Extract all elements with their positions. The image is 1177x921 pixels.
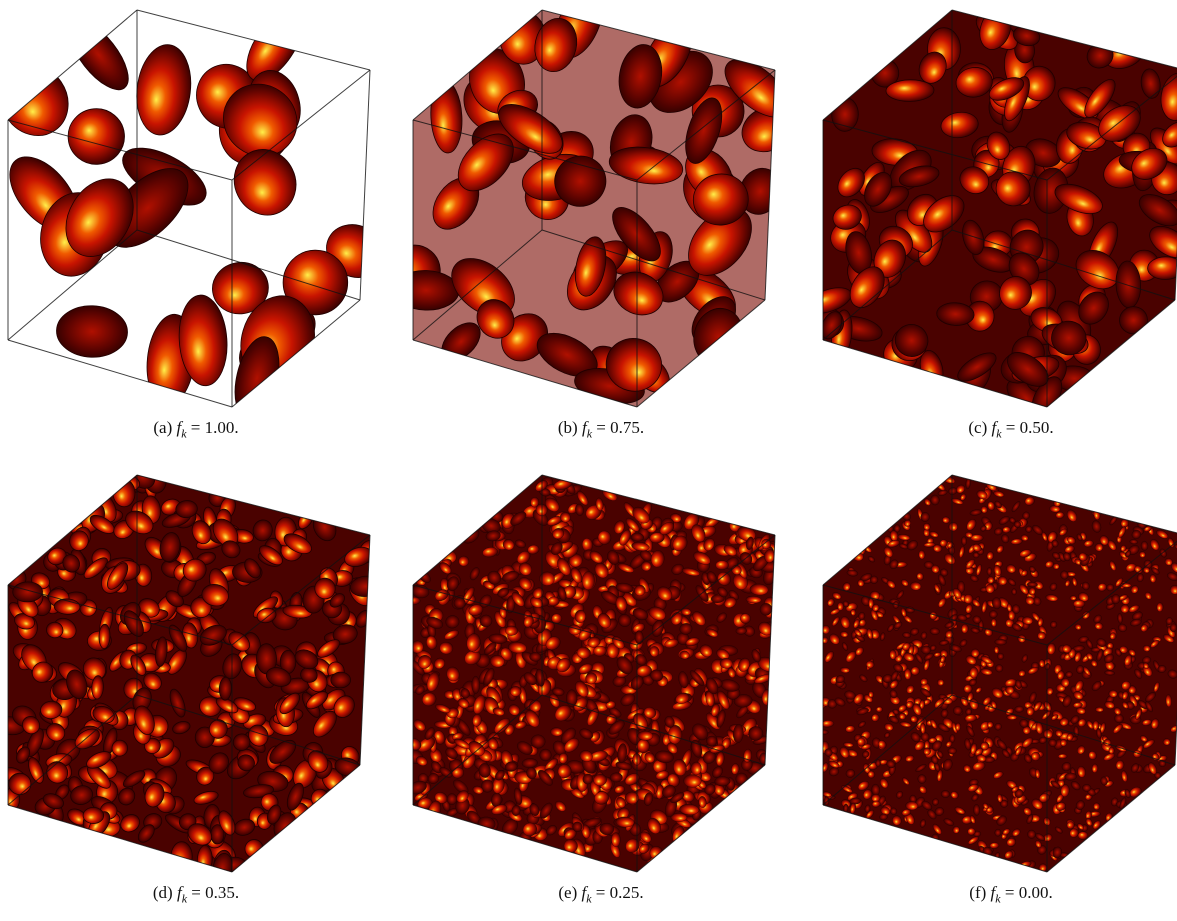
structure: [1014, 521, 1021, 528]
caption-operator: =: [1006, 418, 1016, 437]
structure: [472, 676, 480, 694]
caption-subscript: k: [586, 891, 591, 905]
volume: [815, 4, 1177, 412]
caption-subscript: k: [182, 891, 187, 905]
caption-value: 0.00.: [1019, 883, 1053, 902]
structure: [132, 41, 196, 138]
structure: [1014, 706, 1024, 713]
caption-label: (d): [153, 883, 173, 902]
volume: [405, 474, 784, 872]
render: [0, 465, 392, 877]
structure: [9, 773, 31, 794]
caption-value: 1.00.: [205, 418, 239, 437]
structure: [1002, 526, 1011, 533]
structure: [13, 582, 43, 603]
structure: [505, 626, 517, 636]
volume: [0, 2, 392, 412]
structure: [611, 833, 620, 847]
structure: [875, 759, 880, 767]
caption-operator: =: [191, 418, 201, 437]
render: [405, 0, 797, 412]
caption-subscript: k: [996, 426, 1001, 440]
caption-operator: =: [596, 883, 606, 902]
structure: [899, 713, 906, 720]
caption-value: 0.25.: [610, 883, 644, 902]
caption-value: 0.75.: [610, 418, 644, 437]
render: [815, 465, 1177, 877]
structure: [961, 536, 967, 545]
structure: [994, 646, 999, 654]
caption-subscript: k: [587, 426, 592, 440]
structure: [1070, 596, 1076, 601]
structure: [819, 730, 828, 735]
structure: [1053, 563, 1060, 569]
structure: [987, 567, 992, 575]
volume: [0, 465, 382, 877]
caption: (e) fk = 0.25.: [405, 883, 797, 906]
structure: [761, 539, 771, 549]
structure: [991, 618, 997, 626]
structure: [641, 561, 651, 571]
structure: [650, 646, 660, 657]
render: [405, 465, 797, 877]
structure: [459, 556, 470, 566]
caption-value: 0.35.: [205, 883, 239, 902]
structure: [1170, 624, 1177, 632]
structure: [59, 11, 139, 99]
cube-edge: [360, 70, 370, 300]
caption-operator: =: [191, 883, 201, 902]
structure: [990, 842, 1000, 849]
structure: [987, 721, 993, 728]
caption-label: (f): [969, 883, 986, 902]
subfigure: (e) fk = 0.25.: [405, 465, 797, 921]
caption: (a) fk = 1.00.: [0, 418, 392, 441]
caption-label: (b): [558, 418, 578, 437]
structure: [447, 793, 457, 805]
structure: [683, 774, 701, 787]
structure: [1012, 588, 1017, 595]
structure: [876, 707, 883, 713]
structure: [112, 740, 128, 756]
caption-subscript: k: [181, 426, 186, 440]
render: [0, 0, 392, 412]
caption-operator: =: [1005, 883, 1015, 902]
caption: (f) fk = 0.00.: [815, 883, 1177, 906]
subfigure: (f) fk = 0.00.: [815, 465, 1177, 921]
structure: [886, 79, 934, 101]
structure: [1093, 803, 1100, 810]
volume: [818, 475, 1177, 873]
render: [815, 0, 1177, 412]
caption: (d) fk = 0.35.: [0, 883, 392, 906]
structure: [1029, 587, 1036, 595]
structure: [331, 672, 351, 688]
structure: [937, 679, 944, 686]
volume: [405, 0, 797, 409]
subfigure: (b) fk = 0.75.: [405, 0, 797, 456]
caption-label: (a): [153, 418, 172, 437]
subfigure: (a) fk = 1.00.: [0, 0, 392, 456]
structure: [838, 602, 844, 610]
structure: [83, 807, 104, 823]
caption-subscript: k: [995, 891, 1000, 905]
structure: [66, 106, 127, 166]
caption-label: (e): [558, 883, 577, 902]
structure: [868, 691, 873, 698]
caption-label: (c): [968, 418, 987, 437]
caption-value: 0.50.: [1020, 418, 1054, 437]
subfigure: (d) fk = 0.35.: [0, 465, 392, 921]
subfigure: (c) fk = 0.50.: [815, 0, 1177, 456]
page: (a) fk = 1.00. (b) fk = 0.75. (c) fk = 0.5…: [0, 0, 1177, 912]
structure: [715, 776, 731, 786]
structure: [637, 731, 653, 741]
structure: [918, 550, 925, 559]
caption: (c) fk = 0.50.: [815, 418, 1177, 441]
structure: [1007, 715, 1017, 720]
structure: [56, 305, 129, 359]
structure: [987, 576, 994, 584]
structure: [171, 842, 192, 871]
caption-operator: =: [596, 418, 606, 437]
caption: (b) fk = 0.75.: [405, 418, 797, 441]
structure: [1095, 707, 1104, 712]
